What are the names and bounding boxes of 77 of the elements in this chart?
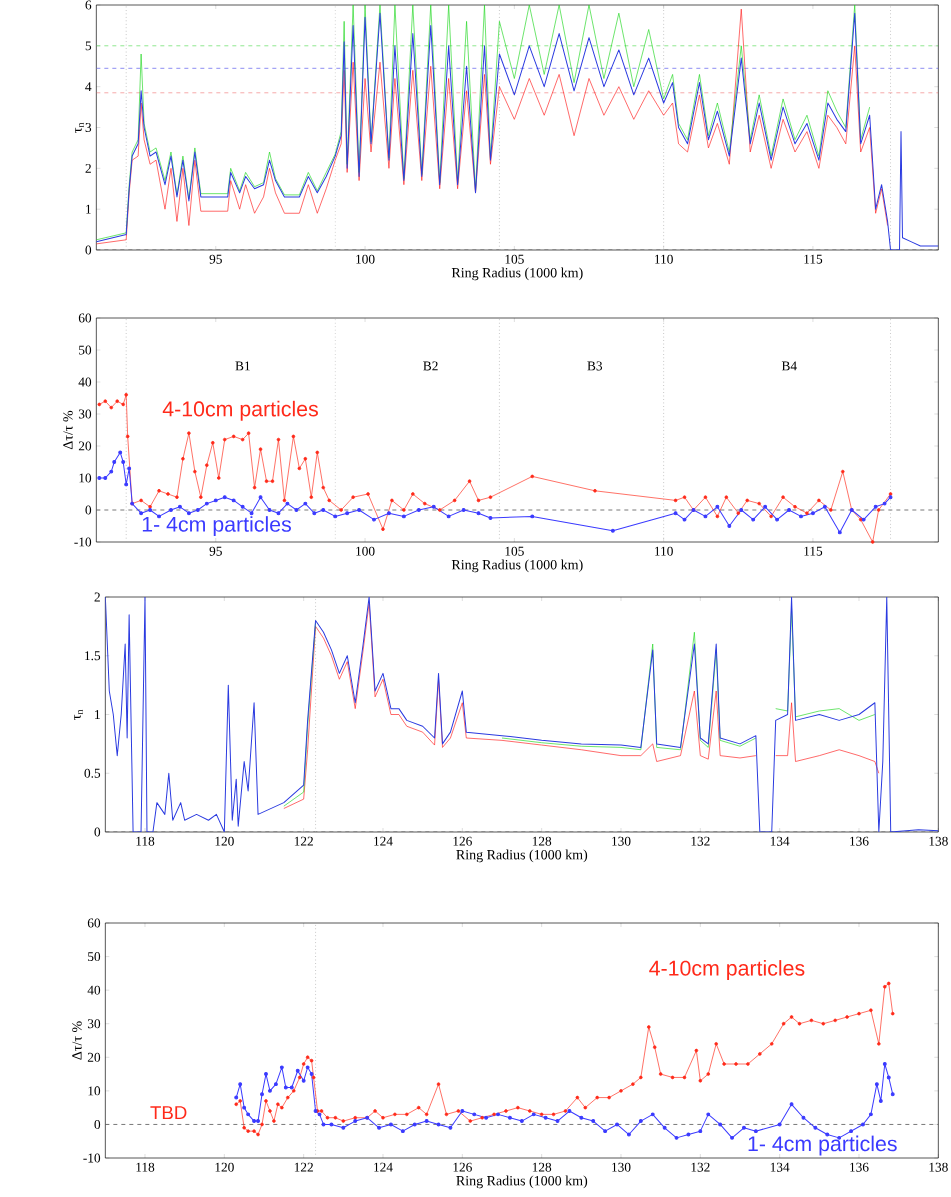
x-tick-label: 134	[770, 1162, 790, 1172]
x-tick-label: 115	[804, 546, 823, 556]
x-tick-label: 126	[453, 836, 472, 846]
x-tick-label: 122	[294, 836, 313, 846]
y-tick-label: 40	[87, 985, 100, 995]
x-tick-label: 110	[654, 254, 673, 264]
y-tick-label: 6	[85, 0, 92, 10]
x-tick-label: 130	[612, 1162, 631, 1172]
x-tick-label: 122	[294, 1162, 313, 1172]
y-axis-title: Δτ/τ %	[72, 1021, 82, 1060]
y-tick-label: 1.5	[84, 651, 100, 661]
y-tick-label: 5	[85, 41, 91, 51]
annotation: B2	[423, 361, 438, 371]
x-axis-title: Ring Radius (1000 km)	[456, 1175, 587, 1189]
series-label: 1- 4cm particles	[142, 516, 291, 537]
y-tick-label: 2	[85, 163, 91, 173]
x-tick-label: 118	[136, 1162, 155, 1172]
x-tick-label: 124	[374, 1162, 393, 1172]
x-tick-label: 132	[691, 836, 710, 846]
x-tick-label: 132	[691, 1162, 710, 1172]
x-tick-label: 95	[209, 254, 222, 264]
y-tick-label: 10	[79, 473, 91, 483]
y-tick-label: 50	[78, 345, 91, 355]
x-tick-label: 118	[136, 836, 155, 846]
y-tick-label: 3	[85, 123, 91, 132]
y-axis-title: Δτ/τ %	[63, 410, 73, 450]
series-label: 4-10cm particles	[649, 960, 805, 980]
y-axis-title: τ$_{n}$	[74, 709, 83, 720]
series-label: 1- 4cm particles	[748, 1135, 897, 1156]
y-tick-label: 0	[85, 245, 91, 255]
y-tick-label: 10	[88, 1086, 100, 1096]
annotation: TBD	[150, 1106, 187, 1120]
x-tick-label: 124	[374, 836, 393, 846]
y-tick-label: 60	[87, 918, 100, 928]
x-tick-label: 120	[215, 1162, 234, 1172]
x-tick-label: 95	[209, 546, 222, 556]
y-tick-label: 1	[94, 710, 100, 719]
x-tick-label: 115	[804, 254, 823, 264]
x-tick-label: 126	[453, 1162, 472, 1172]
x-tick-label: 138	[929, 1162, 948, 1172]
y-axis-title: τ$_{n}$	[75, 122, 84, 133]
annotation: B4	[781, 361, 797, 371]
y-tick-label: 20	[87, 1052, 100, 1062]
x-tick-label: 136	[850, 1162, 869, 1172]
y-tick-label: 0	[94, 1119, 100, 1129]
y-tick-label: 0	[85, 505, 91, 515]
series-label: 4-10cm particles	[162, 400, 318, 421]
annotation: B1	[235, 361, 250, 371]
y-tick-label: -10	[74, 537, 91, 547]
y-tick-label: 20	[78, 441, 91, 451]
y-tick-label: 4	[85, 82, 92, 92]
y-tick-label: 30	[78, 409, 91, 419]
x-tick-label: 110	[654, 546, 673, 556]
x-tick-label: 105	[505, 546, 524, 556]
x-axis-title: Ring Radius (1000 km)	[456, 849, 587, 863]
x-axis-title: Ring Radius (1000 km)	[451, 559, 583, 573]
x-axis-title: Ring Radius (1000 km)	[451, 267, 583, 281]
x-tick-label: 120	[215, 836, 234, 846]
y-tick-label: 0.5	[84, 768, 100, 778]
y-tick-label: 30	[87, 1019, 100, 1029]
x-tick-label: 128	[532, 836, 552, 846]
y-tick-label: 2	[94, 592, 100, 602]
y-tick-label: 40	[78, 377, 91, 387]
x-tick-label: 134	[770, 836, 790, 846]
annotation: B3	[587, 361, 602, 371]
y-tick-label: -10	[83, 1153, 100, 1163]
x-tick-label: 138	[929, 836, 948, 846]
y-tick-label: 60	[78, 313, 91, 323]
y-tick-label: 0	[94, 827, 100, 837]
x-tick-label: 100	[356, 254, 375, 264]
x-tick-label: 136	[850, 836, 869, 846]
x-tick-label: 130	[612, 836, 631, 846]
y-tick-label: 1	[85, 204, 91, 214]
y-tick-label: 50	[87, 952, 100, 962]
x-tick-label: 128	[532, 1162, 552, 1172]
x-tick-label: 105	[505, 254, 524, 264]
x-tick-label: 100	[356, 546, 375, 556]
